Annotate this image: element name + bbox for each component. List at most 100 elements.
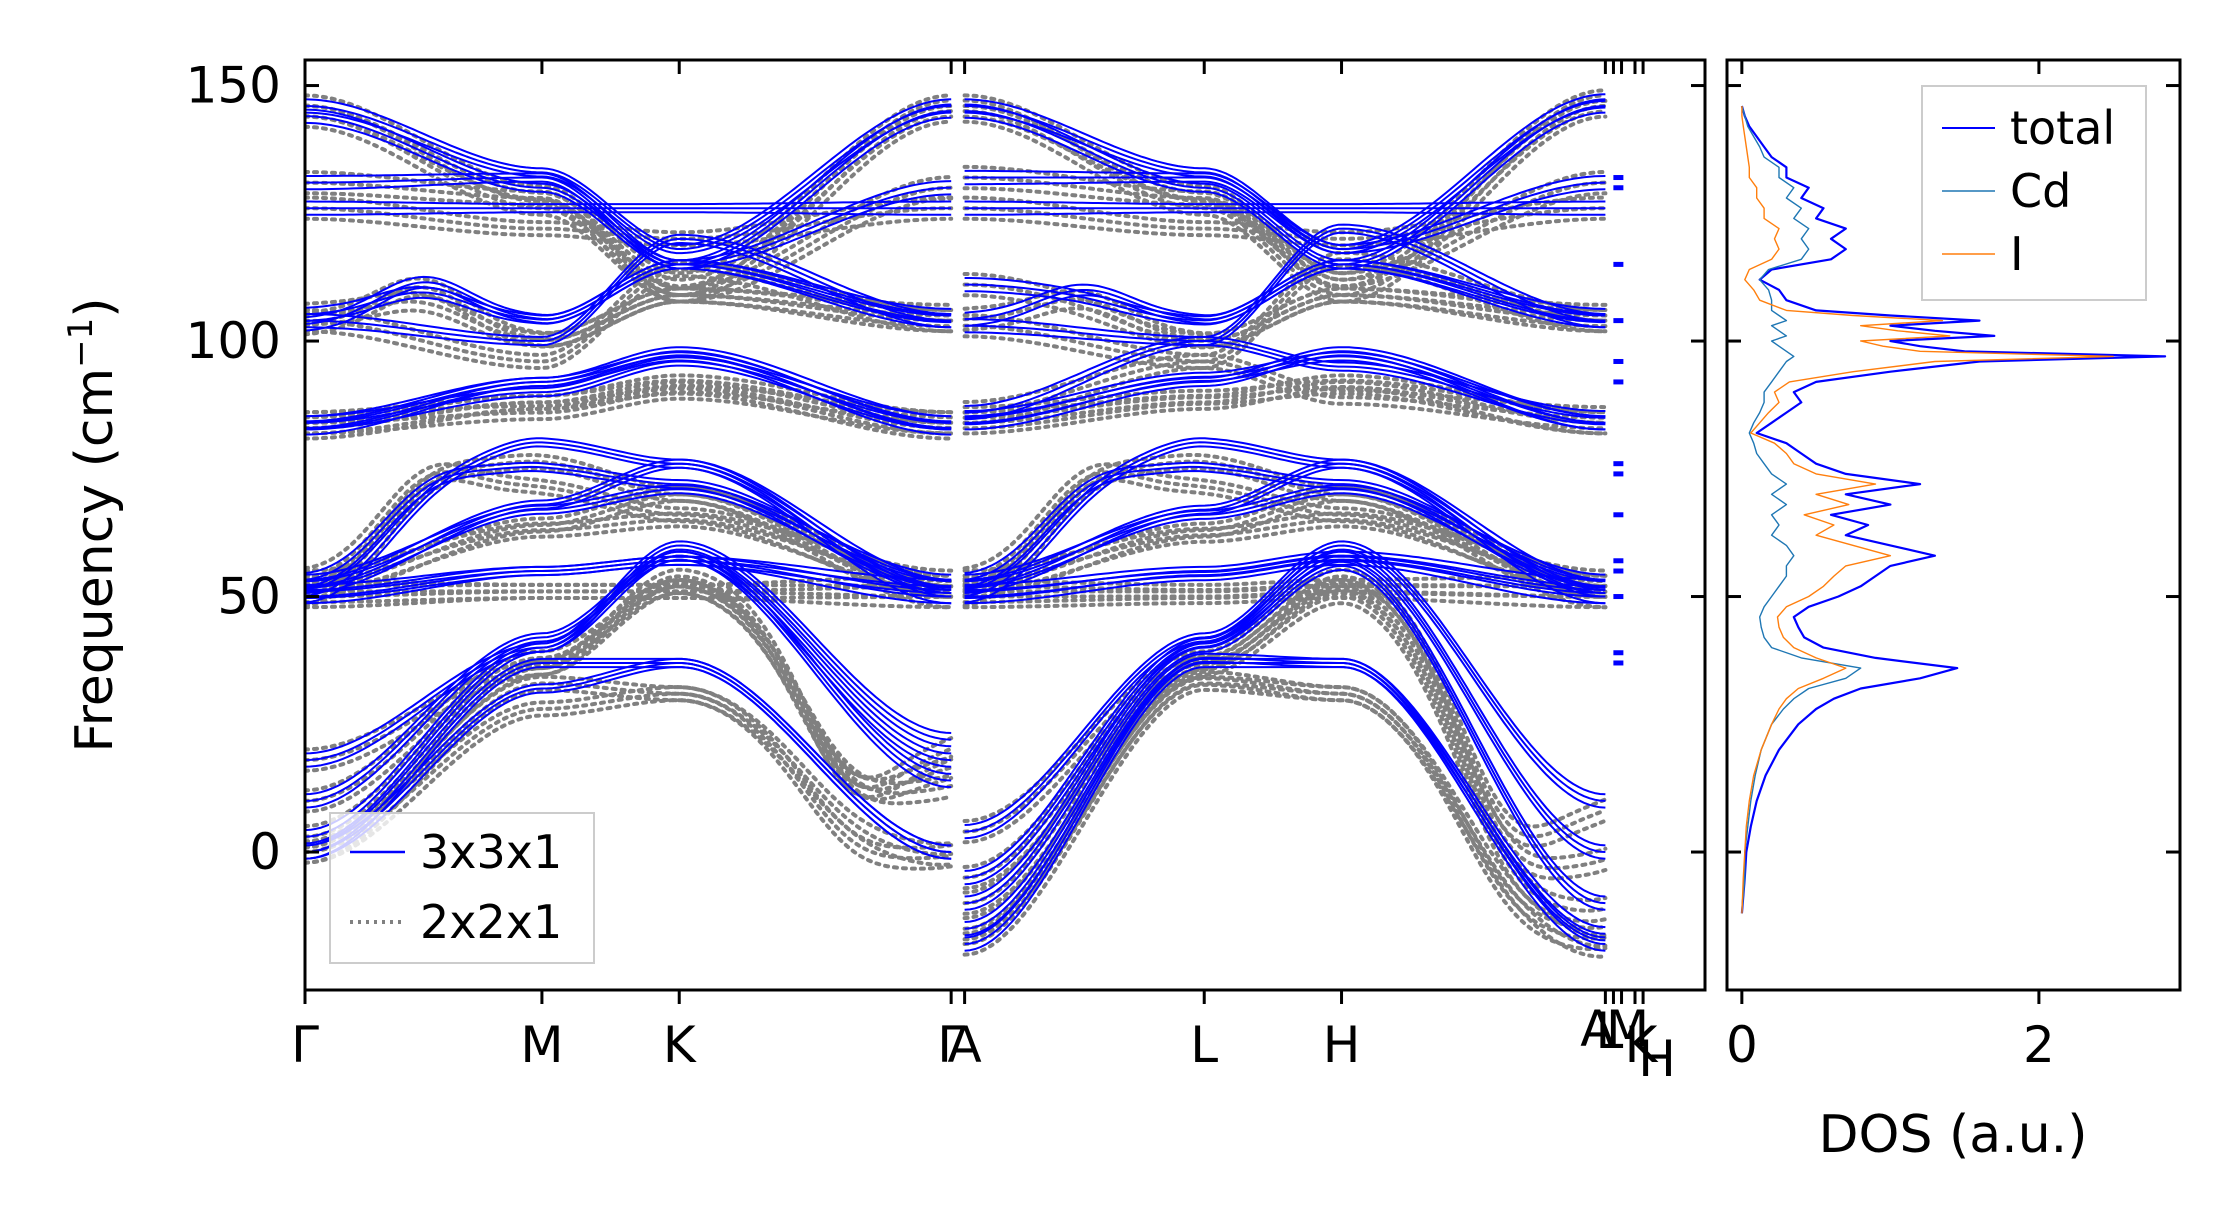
band-curve-3x3x1	[964, 660, 1606, 942]
k-label: Γ	[291, 1016, 319, 1074]
band-curve-2x2x1	[305, 578, 954, 829]
k-label: L	[1596, 1002, 1624, 1060]
band-curve-2x2x1	[962, 98, 1608, 282]
band-curve-3x3x1	[964, 99, 1606, 250]
band-curve-3x3x1	[305, 98, 952, 246]
band-curve-3x3x1	[964, 180, 1606, 255]
band-curve-3x3x1	[305, 233, 952, 338]
band-curve-2x2x1	[962, 263, 1608, 370]
band-curve-3x3x1	[305, 359, 952, 436]
band-curve-3x3x1	[305, 110, 952, 266]
dos-axes-frame	[1725, 58, 2182, 992]
y-tick-label: 100	[186, 312, 281, 370]
band-curve-3x3x1	[305, 657, 952, 847]
band-curve-3x3x1	[305, 558, 952, 845]
band-curve-3x3x1	[964, 263, 1606, 321]
band-curve-3x3x1	[964, 200, 1606, 206]
band-curve-3x3x1	[964, 558, 1606, 600]
band-curve-3x3x1	[964, 227, 1606, 342]
band-curve-2x2x1	[305, 459, 954, 599]
band-curve-3x3x1	[305, 116, 952, 270]
band-legend-box	[329, 812, 595, 964]
band-curve-3x3x1	[964, 176, 1606, 251]
dos-lines	[1740, 105, 2167, 914]
dos-y-ticks	[1727, 84, 2180, 854]
k-label: M	[520, 1016, 563, 1074]
band-curve-3x3x1	[964, 111, 1606, 270]
band-curve-3x3x1	[305, 172, 952, 262]
band-curve-2x2x1	[962, 517, 1608, 584]
band-curve-3x3x1	[964, 652, 1606, 929]
band-curve-2x2x1	[962, 386, 1608, 436]
band-y-ticks: 0 50 100 150	[186, 57, 1705, 881]
band-curve-2x2x1	[962, 676, 1608, 941]
band-curve-2x2x1	[962, 385, 1608, 425]
dos-curve-cd	[1741, 105, 1862, 914]
band-curve-3x3x1	[964, 540, 1606, 826]
band-curve-3x3x1	[964, 93, 1606, 246]
band-curve-2x2x1	[305, 104, 954, 282]
band-curve-2x2x1	[962, 88, 1608, 276]
band-curve-3x3x1	[964, 340, 1606, 419]
band-curve-3x3x1	[964, 563, 1606, 605]
band-curve-3x3x1	[964, 223, 1606, 338]
dos-curve-i	[1741, 106, 2114, 914]
band-curve-3x3x1	[305, 350, 952, 424]
band-curve-2x2x1	[305, 591, 954, 850]
band-curve-3x3x1	[964, 344, 1606, 426]
band-curve-3x3x1	[964, 554, 1606, 879]
dos-x-tick-label: 2	[2023, 1016, 2055, 1074]
band-curve-3x3x1	[964, 465, 1606, 588]
band-curve-2x2x1	[305, 299, 954, 349]
band-legend: 3x3x1 2x2x1	[329, 812, 595, 964]
band-curve-2x2x1	[305, 114, 954, 289]
band-curve-3x3x1	[964, 106, 1606, 255]
band-curve-3x3x1	[305, 103, 952, 262]
y-tick-label: 50	[217, 568, 281, 626]
k-label: A	[1580, 1000, 1614, 1058]
band-curve-3x3x1	[964, 558, 1606, 886]
dos-curve-total	[1740, 105, 2167, 914]
y-axis-label-end: )	[65, 297, 125, 317]
band-curve-3x3x1	[964, 354, 1606, 431]
band-curve-3x3x1	[964, 554, 1606, 593]
k-label: H	[1323, 1016, 1361, 1074]
legend-label-3x3x1: 3x3x1	[420, 825, 562, 879]
band-curve-2x2x1	[962, 216, 1608, 248]
band-curve-3x3x1	[305, 555, 952, 586]
band-curve-3x3x1	[964, 470, 1606, 594]
y-tick-label: 0	[249, 823, 281, 881]
k-label: K	[1625, 1016, 1659, 1074]
band-curve-2x2x1	[962, 580, 1608, 849]
band-curve-3x3x1	[305, 356, 952, 418]
band-curve-3x3x1	[964, 169, 1606, 246]
band-curve-3x3x1	[305, 346, 952, 418]
y-axis-label-sup: −1	[61, 318, 101, 368]
band-curve-3x3x1	[305, 544, 952, 762]
band-curve-2x2x1	[962, 299, 1608, 349]
band-curve-3x3x1	[305, 242, 952, 347]
band-curve-3x3x1	[964, 544, 1606, 833]
band-curve-3x3x1	[305, 461, 952, 581]
band-curve-2x2x1	[305, 698, 954, 867]
band-curve-2x2x1	[962, 379, 1608, 425]
band-curve-3x3x1	[964, 259, 1606, 317]
band-curve-2x2x1	[962, 257, 1608, 364]
band-curve-2x2x1	[305, 390, 954, 425]
band-curve-2x2x1	[305, 594, 954, 605]
band-curve-3x3x1	[305, 666, 952, 860]
band-curve-3x3x1	[305, 558, 952, 809]
band-curve-2x2x1	[305, 386, 954, 436]
band-curve-3x3x1	[305, 548, 952, 768]
band-curve-3x3x1	[305, 211, 952, 216]
band-curve-2x2x1	[305, 180, 954, 297]
band-curve-3x3x1	[305, 364, 952, 431]
band-curve-2x2x1	[962, 175, 1608, 282]
band-curve-2x2x1	[962, 109, 1608, 289]
band-curve-2x2x1	[962, 584, 1608, 594]
band-curve-3x3x1	[964, 564, 1606, 905]
band-curve-3x3x1	[964, 231, 1606, 347]
k-label: L	[1190, 1016, 1218, 1074]
band-curve-2x2x1	[305, 681, 954, 861]
